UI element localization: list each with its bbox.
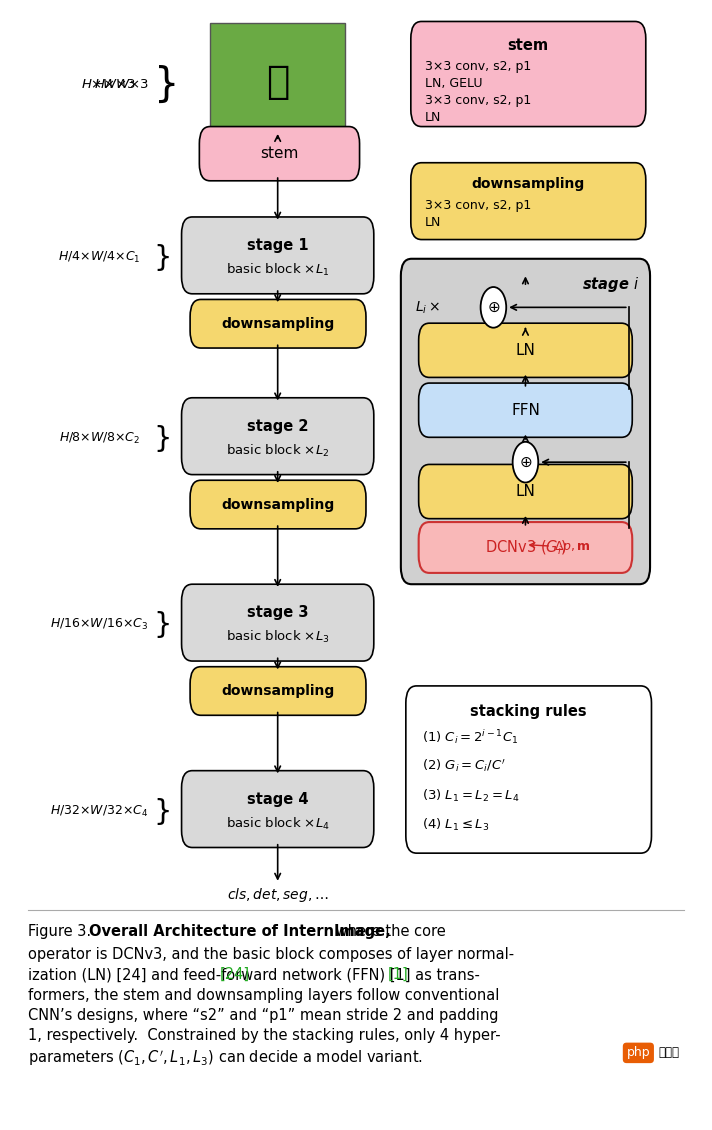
Text: $H/32$$\times$$W/32$$\times$$C_4$: $H/32$$\times$$W/32$$\times$$C_4$ [51,803,149,819]
Text: (2) $G_i = C_i/C^{\prime}$: (2) $G_i = C_i/C^{\prime}$ [422,758,506,774]
Text: parameters $(C_1, C^{\prime}, L_1, L_3)$ can decide a model variant.: parameters $(C_1, C^{\prime}, L_1, L_3)$… [28,1049,424,1068]
Text: operator is DCNv3, and the basic block composes of layer normal-: operator is DCNv3, and the basic block c… [28,947,515,962]
Text: basic block $\times L_2$: basic block $\times L_2$ [226,443,330,459]
Text: stem: stem [261,146,298,162]
Text: downsampling: downsampling [221,684,335,698]
Text: $\oplus$: $\oplus$ [519,454,532,470]
Text: where the core: where the core [331,924,446,939]
FancyBboxPatch shape [419,464,632,519]
Text: stage 2: stage 2 [247,419,308,434]
Text: $H/16$$\times$$W/16$$\times$$C_3$: $H/16$$\times$$W/16$$\times$$C_3$ [51,617,149,633]
Text: $cls, det, seg, \ldots$: $cls, det, seg, \ldots$ [227,886,328,904]
Text: CNN’s designs, where “s2” and “p1” mean stride 2 and padding: CNN’s designs, where “s2” and “p1” mean … [28,1008,499,1023]
Text: Overall Architecture of InternImage,: Overall Architecture of InternImage, [89,924,391,939]
Text: $\Delta p, \mathbf{m}$: $\Delta p, \mathbf{m}$ [530,539,591,555]
FancyBboxPatch shape [411,163,646,240]
FancyBboxPatch shape [182,217,374,294]
FancyBboxPatch shape [190,299,366,348]
FancyBboxPatch shape [419,522,632,573]
Text: stacking rules: stacking rules [471,704,587,720]
Text: stage $i$: stage $i$ [582,276,639,294]
Text: (3) $L_1 = L_2 = L_4$: (3) $L_1 = L_2 = L_4$ [422,788,520,803]
Text: 3×3 conv, s2, p1: 3×3 conv, s2, p1 [425,60,531,73]
FancyBboxPatch shape [199,127,360,181]
Text: $\}$: $\}$ [153,609,169,641]
Bar [210,23,345,141]
FancyBboxPatch shape [182,771,374,848]
Text: $\}$: $\}$ [153,423,169,454]
Text: downsampling: downsampling [221,316,335,331]
Text: 3×3 conv, s2, p1: 3×3 conv, s2, p1 [425,94,531,107]
Text: [24]: [24] [219,967,249,982]
Text: $\}$: $\}$ [153,242,169,273]
FancyBboxPatch shape [411,21,646,127]
FancyBboxPatch shape [401,259,650,584]
Text: $H$$\times$$W$$\times$$3$: $H$$\times$$W$$\times$$3$ [80,78,135,92]
Text: basic block $\times L_3$: basic block $\times L_3$ [226,629,330,645]
FancyBboxPatch shape [182,398,374,475]
Text: $L_i\times$: $L_i\times$ [415,299,440,315]
Text: 3×3 conv, s2, p1: 3×3 conv, s2, p1 [425,199,531,212]
FancyBboxPatch shape [419,323,632,377]
Text: downsampling: downsampling [221,497,335,512]
Text: FFN: FFN [511,402,540,418]
Text: (4) $L_1 \leq L_3$: (4) $L_1 \leq L_3$ [422,817,490,833]
Text: downsampling: downsampling [471,177,585,191]
FancyBboxPatch shape [190,667,366,715]
FancyBboxPatch shape [190,480,366,529]
Text: [1]: [1] [388,967,409,982]
Text: 🐼: 🐼 [266,63,289,101]
Text: LN: LN [515,342,535,358]
Text: LN: LN [515,484,535,499]
Text: $\}$: $\}$ [153,796,169,827]
Text: $H$$\times$$W$$\times$$3$: $H$$\times$$W$$\times$$3$ [94,78,148,92]
Text: stage 1: stage 1 [247,238,308,253]
Text: $\}$: $\}$ [153,64,175,105]
Text: stage 3: stage 3 [247,606,308,620]
Text: Figure 3.: Figure 3. [28,924,92,939]
Text: $\oplus$: $\oplus$ [487,299,500,315]
Circle shape [481,287,506,328]
Text: $H/8$$\times$$W/8$$\times$$C_2$: $H/8$$\times$$W/8$$\times$$C_2$ [59,431,140,446]
Text: formers, the stem and downsampling layers follow conventional: formers, the stem and downsampling layer… [28,988,500,1002]
Circle shape [513,442,538,483]
Text: ization (LN) [24] and feed-forward network (FFN) [1] as trans-: ization (LN) [24] and feed-forward netwo… [28,967,481,982]
Text: 中文网: 中文网 [659,1046,679,1060]
Text: php: php [627,1046,650,1060]
FancyBboxPatch shape [406,686,651,853]
Text: DCNv3 ($G_i$): DCNv3 ($G_i$) [485,538,566,557]
Text: LN: LN [425,111,441,124]
Text: stem: stem [508,37,549,53]
Text: 1, respectively.  Constrained by the stacking rules, only 4 hyper-: 1, respectively. Constrained by the stac… [28,1028,501,1043]
Text: (1) $C_i = 2^{i-1}C_1$: (1) $C_i = 2^{i-1}C_1$ [422,728,518,746]
FancyBboxPatch shape [419,383,632,437]
FancyBboxPatch shape [182,584,374,661]
Text: basic block $\times L_4$: basic block $\times L_4$ [226,816,330,832]
Text: $H/4$$\times$$W/4$$\times$$C_1$: $H/4$$\times$$W/4$$\times$$C_1$ [58,250,141,266]
Text: basic block $\times L_1$: basic block $\times L_1$ [226,262,330,278]
Text: stage 4: stage 4 [247,792,308,807]
Text: LN, GELU: LN, GELU [425,77,483,90]
Text: LN: LN [425,216,441,229]
